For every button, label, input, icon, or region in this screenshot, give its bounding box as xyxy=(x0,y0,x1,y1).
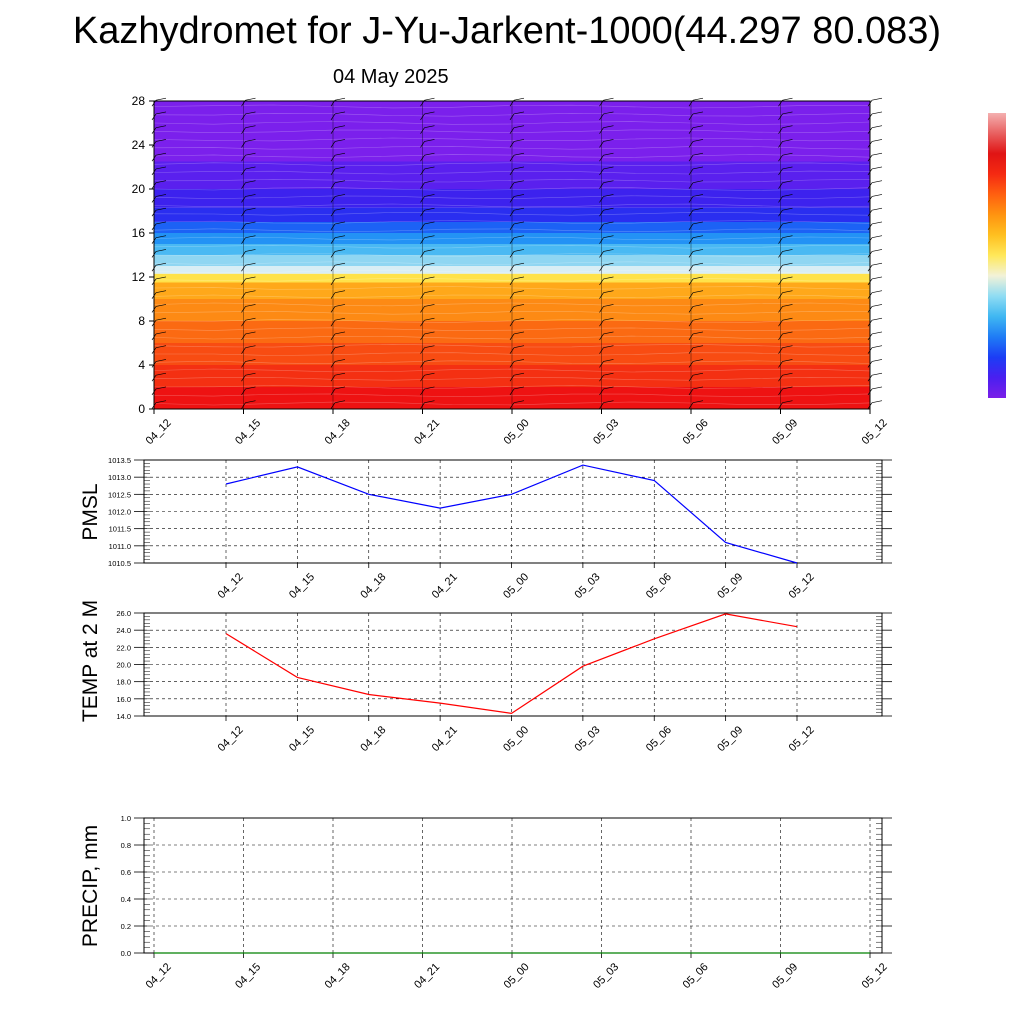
plot-area xyxy=(144,818,882,953)
x-tick-label: 05_12 xyxy=(787,571,817,601)
x-tick-label: 05_03 xyxy=(573,724,603,754)
x-tick-label: 04_12 xyxy=(216,724,246,754)
heat-x-tick-label: 04_15 xyxy=(233,417,263,447)
x-tick-label: 05_03 xyxy=(591,961,621,991)
y-tick-label: 1.0 xyxy=(121,814,131,823)
y-tick-label: 1011.5 xyxy=(109,525,131,534)
x-tick-label: 04_15 xyxy=(287,571,317,601)
temp-panel: 14.0 16.0 18.0 20.0 22.0 24.0 26.0 04_12 04_15 04… xyxy=(79,600,892,754)
y-tick-label: 0.6 xyxy=(121,868,131,877)
heat-y-tick-label: 8 xyxy=(138,314,145,328)
y-tick-label: 1012.0 xyxy=(108,508,131,517)
x-tick-label: 04_15 xyxy=(233,961,263,991)
x-tick-label: 05_09 xyxy=(715,724,745,754)
y-tick-label: 18.0 xyxy=(116,678,131,687)
wind-barb-column xyxy=(778,97,793,409)
y-tick-label: 1010.5 xyxy=(108,559,131,568)
heat-x-tick-label: 05_09 xyxy=(770,417,800,447)
heat-x-tick-label: 05_06 xyxy=(681,417,711,447)
x-tick-label: 05_03 xyxy=(573,571,603,601)
colorbar xyxy=(988,113,1006,398)
x-tick-label: 05_09 xyxy=(715,571,745,601)
y-tick-label: 0.2 xyxy=(121,922,131,931)
wind-barb-column xyxy=(599,97,614,409)
series-line xyxy=(225,464,798,564)
x-tick-label: 05_06 xyxy=(644,571,674,601)
y-tick-label: 24.0 xyxy=(116,626,131,635)
x-tick-label: 05_06 xyxy=(644,724,674,754)
y-tick-label: 14.0 xyxy=(116,712,131,721)
x-tick-label: 04_12 xyxy=(216,571,246,601)
y-tick-label: 16.0 xyxy=(116,695,131,704)
x-tick-label: 04_21 xyxy=(430,571,460,601)
y-tick-label: 20.0 xyxy=(116,661,131,670)
y-tick-label: 22.0 xyxy=(116,643,131,652)
heat-x-tick-label: 05_03 xyxy=(591,417,621,447)
cross-section-panel: 0 4 8 12 16 20 24 28 04_12 04_15 04_18 04_21 05_00 05… xyxy=(132,94,890,447)
x-tick-label: 04_21 xyxy=(412,961,442,991)
x-tick-label: 05_00 xyxy=(502,961,532,991)
wind-barb-column xyxy=(509,97,525,409)
wind-barb-column xyxy=(688,97,704,409)
y-tick-label: 1012.5 xyxy=(108,490,131,499)
x-tick-label: 05_00 xyxy=(501,724,531,754)
precip-panel: 0.0 0.2 0.4 0.6 0.8 1.0 04_12 04_15 04_18 04_21 05… xyxy=(79,814,892,991)
heat-y-tick-label: 4 xyxy=(138,358,145,372)
x-tick-label: 04_21 xyxy=(430,724,460,754)
x-tick-label: 05_09 xyxy=(770,961,800,991)
plot-frame xyxy=(143,459,883,564)
heat-y-tick-label: 12 xyxy=(132,270,146,284)
heat-y-tick-label: 20 xyxy=(132,182,146,196)
wind-barb-column xyxy=(330,97,346,409)
y-tick-label: 1011.0 xyxy=(109,542,131,551)
x-tick-label: 05_06 xyxy=(681,961,711,991)
heat-x-tick-label: 04_12 xyxy=(144,417,174,447)
y-tick-label: 0.8 xyxy=(121,841,131,850)
x-tick-label: 04_15 xyxy=(287,724,317,754)
y-tick-label: 0.4 xyxy=(121,895,131,904)
pmsl-panel: 1010.5 1011.0 1011.5 1012.0 1012.5 1013.0 1013… xyxy=(79,456,892,601)
x-tick-label: 05_12 xyxy=(860,961,890,991)
wind-barb-column xyxy=(420,97,435,409)
x-tick-label: 04_12 xyxy=(144,961,174,991)
chart-title: Kazhydromet for J-Yu-Jarkent-1000(44.297… xyxy=(72,10,942,52)
x-tick-label: 04_18 xyxy=(323,961,353,991)
chart-date: 04 May 2025 xyxy=(333,66,449,88)
y-tick-label: 26.0 xyxy=(116,609,131,618)
heat-y-tick-label: 24 xyxy=(132,138,146,152)
x-tick-label: 05_00 xyxy=(501,571,531,601)
heat-x-tick-label: 04_21 xyxy=(412,417,442,447)
heat-y-tick-label: 0 xyxy=(138,402,145,416)
plot-frame xyxy=(143,612,883,717)
heat-y-tick-label: 28 xyxy=(132,94,146,108)
heat-x-tick-label: 05_00 xyxy=(502,417,532,447)
y-axis-label: PRECIP, mm xyxy=(79,825,102,947)
series-line xyxy=(225,613,798,715)
y-tick-label: 1013.0 xyxy=(108,473,131,482)
y-tick-label: 0.0 xyxy=(121,949,131,958)
y-axis-label: TEMP at 2 M xyxy=(79,600,102,722)
wind-barb-column xyxy=(241,97,256,409)
x-tick-label: 04_18 xyxy=(358,571,388,601)
heat-y-tick-label: 16 xyxy=(132,226,146,240)
y-axis-label: PMSL xyxy=(79,483,102,540)
x-tick-label: 05_12 xyxy=(787,724,817,754)
heat-x-tick-label: 04_18 xyxy=(323,417,353,447)
heat-x-tick-label: 05_12 xyxy=(860,417,890,447)
x-tick-label: 04_18 xyxy=(358,724,388,754)
y-tick-label: 1013.5 xyxy=(108,456,131,465)
